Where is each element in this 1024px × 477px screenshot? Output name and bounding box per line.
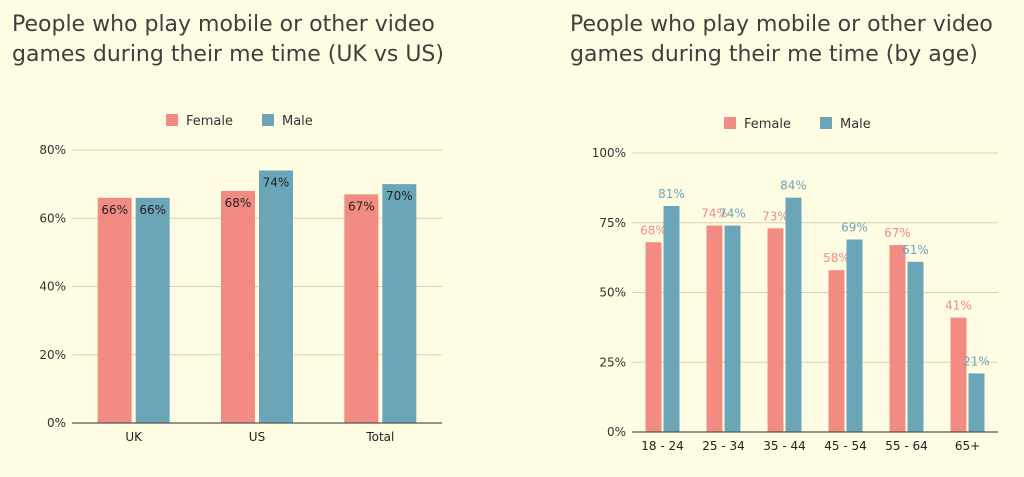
legend-swatch-female — [724, 117, 736, 129]
legend-swatch-female — [166, 114, 178, 126]
x-tick-label: UK — [125, 430, 143, 444]
legend-label-female: Female — [744, 117, 791, 132]
x-tick-label: 65+ — [955, 439, 980, 453]
data-label: 66% — [139, 203, 166, 217]
data-label: 66% — [101, 203, 128, 217]
data-label: 74% — [263, 175, 290, 189]
bar-female — [950, 317, 967, 432]
bar-male — [968, 373, 985, 432]
bar-chart-uk-vs-us: Female Male 0% 20% 40% 60% 80% 66% 66% UK 68% 74% US… — [39, 114, 442, 444]
data-label: 69% — [841, 220, 868, 234]
bar-male — [907, 261, 924, 432]
data-label: 58% — [823, 251, 850, 265]
x-tick-label: 55 - 64 — [885, 439, 928, 453]
x-tick-label: 45 - 54 — [824, 439, 867, 453]
y-tick-label: 50% — [599, 286, 626, 300]
chart-title-by-age: People who play mobile or other video ga… — [570, 12, 993, 67]
bar-female — [706, 225, 723, 432]
bar-female — [645, 242, 662, 432]
x-tick-label: Total — [365, 430, 394, 444]
data-label: 84% — [780, 179, 807, 193]
bar-male — [259, 170, 293, 423]
y-tick-label: 25% — [599, 355, 626, 369]
y-tick-label: 0% — [607, 425, 626, 439]
y-tick-label: 75% — [599, 216, 626, 230]
legend-label-male: Male — [282, 114, 313, 129]
legend: Female Male — [166, 114, 313, 129]
legend-label-female: Female — [186, 114, 233, 129]
legend-label-male: Male — [840, 117, 871, 132]
y-tick-label: 60% — [39, 211, 66, 225]
bar-female — [767, 228, 784, 432]
y-tick-label: 100% — [592, 146, 626, 160]
data-label: 61% — [902, 243, 929, 257]
y-tick-label: 80% — [39, 143, 66, 157]
data-label: 41% — [945, 299, 972, 313]
legend: Female Male — [724, 117, 871, 132]
bar-chart-by-age: Female Male 0% 25% 50% 75% 100% 68% 81% 18 - 24 74… — [592, 117, 998, 453]
data-label: 21% — [963, 354, 990, 368]
x-tick-label: 25 - 34 — [702, 439, 745, 453]
legend-swatch-male — [262, 114, 274, 126]
x-tick-label: US — [249, 430, 265, 444]
bar-male — [724, 225, 741, 432]
x-tick-label: 18 - 24 — [641, 439, 684, 453]
y-tick-label: 0% — [47, 416, 66, 430]
data-label: 73% — [762, 209, 789, 223]
bar-female — [344, 194, 379, 423]
bar-male — [846, 239, 863, 432]
bar-male — [382, 184, 417, 423]
bar-female — [221, 190, 255, 423]
data-label: 74% — [719, 207, 746, 221]
x-tick-label: 35 - 44 — [763, 439, 806, 453]
y-tick-label: 20% — [39, 348, 66, 362]
data-label: 68% — [640, 223, 667, 237]
data-label: 81% — [658, 187, 685, 201]
data-label: 67% — [884, 226, 911, 240]
bar-male — [135, 197, 170, 423]
bar-male — [785, 197, 802, 432]
data-label: 67% — [348, 199, 375, 213]
bar-female — [828, 270, 845, 432]
data-label: 74% — [701, 207, 728, 221]
data-label: 70% — [386, 189, 413, 203]
legend-swatch-male — [820, 117, 832, 129]
bar-male — [663, 206, 680, 432]
bar-female — [97, 197, 132, 423]
chart-title-uk-vs-us: People who play mobile or other video ga… — [12, 12, 444, 67]
data-label: 68% — [225, 196, 252, 210]
y-tick-label: 40% — [39, 280, 66, 294]
bar-female — [889, 245, 906, 432]
